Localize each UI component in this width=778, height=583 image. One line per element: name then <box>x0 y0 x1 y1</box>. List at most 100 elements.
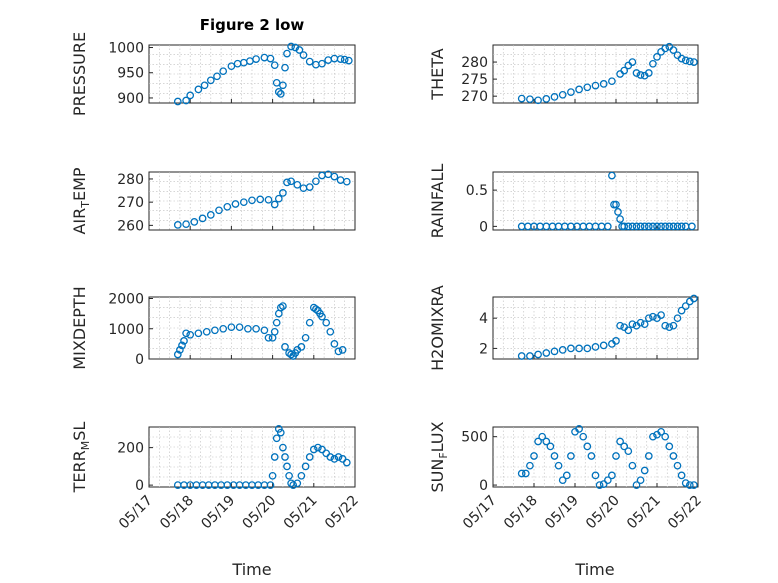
data-point <box>579 432 588 441</box>
data-point <box>279 189 287 197</box>
data-point <box>628 222 637 231</box>
y-tick-label: 0.5 <box>466 183 488 199</box>
y-axis-label-tail: EMP <box>70 167 89 201</box>
data-point <box>215 206 223 215</box>
data-point <box>227 323 236 332</box>
data-point <box>665 442 674 451</box>
data-point <box>287 177 295 186</box>
data-point <box>640 320 649 329</box>
data-point <box>677 471 686 480</box>
data-point <box>266 481 275 489</box>
data-point <box>616 321 624 330</box>
y-axis-label: MIXDEPTH <box>70 286 89 369</box>
data-point <box>624 222 633 231</box>
data-point <box>685 481 694 489</box>
data-point <box>575 85 583 94</box>
data-point <box>657 222 665 231</box>
data-point <box>591 81 600 90</box>
data-point <box>526 461 534 470</box>
y-axis-label-main: SUN <box>428 459 447 493</box>
data-point <box>657 427 665 436</box>
y-tick-label: 2 <box>479 341 488 357</box>
data-point <box>173 221 182 229</box>
data-point <box>624 326 633 335</box>
data-point <box>248 196 256 205</box>
data-point <box>252 55 260 63</box>
data-point <box>521 469 530 478</box>
data-point <box>281 343 289 351</box>
data-point <box>632 222 641 231</box>
y-tick-label: 0 <box>479 478 488 494</box>
data-point <box>583 442 592 451</box>
data-point <box>334 347 343 356</box>
y-tick-label: 2000 <box>108 292 144 308</box>
data-point <box>558 90 567 99</box>
data-point <box>688 222 696 231</box>
data-point <box>534 96 542 105</box>
y-tick-label: 280 <box>461 55 488 71</box>
data-point <box>279 443 287 452</box>
y-tick-label: 1000 <box>108 322 144 338</box>
data-point <box>276 428 285 437</box>
data-point <box>608 77 616 86</box>
data-point <box>270 200 279 209</box>
data-point <box>575 344 583 353</box>
data-point <box>526 352 534 360</box>
data-point <box>685 57 694 66</box>
data-point <box>194 329 203 338</box>
data-point <box>182 329 190 338</box>
data-point <box>690 481 698 489</box>
data-point <box>677 222 686 231</box>
data-point <box>628 58 637 66</box>
data-point <box>661 432 670 441</box>
data-point <box>342 177 351 186</box>
data-point <box>636 222 645 231</box>
data-point <box>194 85 203 94</box>
data-point <box>330 455 339 463</box>
data-point <box>318 445 326 454</box>
data-point <box>279 81 287 90</box>
y-axis-label-subscript: T <box>79 201 92 209</box>
y-tick-label: 280 <box>117 172 144 188</box>
data-point <box>554 461 563 470</box>
data-point <box>260 326 269 335</box>
data-point <box>567 88 575 96</box>
data-point <box>276 90 285 98</box>
x-tick-label: 05/17 <box>116 493 156 533</box>
data-point <box>326 327 335 336</box>
data-point <box>340 55 349 64</box>
data-point <box>223 202 232 211</box>
data-point <box>587 452 596 460</box>
data-point <box>266 54 275 63</box>
data-point <box>542 349 551 357</box>
x-axis-label-left: Time <box>231 560 271 579</box>
data-point <box>517 94 526 103</box>
data-point <box>330 172 339 181</box>
data-point <box>305 453 314 461</box>
data-point <box>517 469 526 478</box>
data-point <box>665 323 674 332</box>
data-point <box>661 321 670 330</box>
data-point <box>297 471 306 480</box>
data-point <box>616 437 624 446</box>
data-point <box>620 66 629 75</box>
data-point <box>599 480 608 488</box>
data-point <box>342 458 351 467</box>
y-axis-label-main: RAINFALL <box>428 164 447 239</box>
y-tick-label: 270 <box>117 195 144 211</box>
y-axis-label-main: THETA <box>428 48 447 100</box>
data-point <box>681 302 690 310</box>
x-tick-label: 05/22 <box>322 493 362 533</box>
data-point <box>285 471 293 480</box>
data-point <box>644 452 653 460</box>
data-point <box>614 208 622 216</box>
x-tick-label: 05/18 <box>501 493 541 533</box>
data-point <box>173 350 182 359</box>
data-point <box>567 344 575 353</box>
y-axis-label-main: H2OMIXRA <box>428 285 447 371</box>
data-point <box>293 180 302 189</box>
y-tick-label: 900 <box>117 91 144 107</box>
data-point <box>270 327 279 336</box>
data-point <box>293 479 302 488</box>
